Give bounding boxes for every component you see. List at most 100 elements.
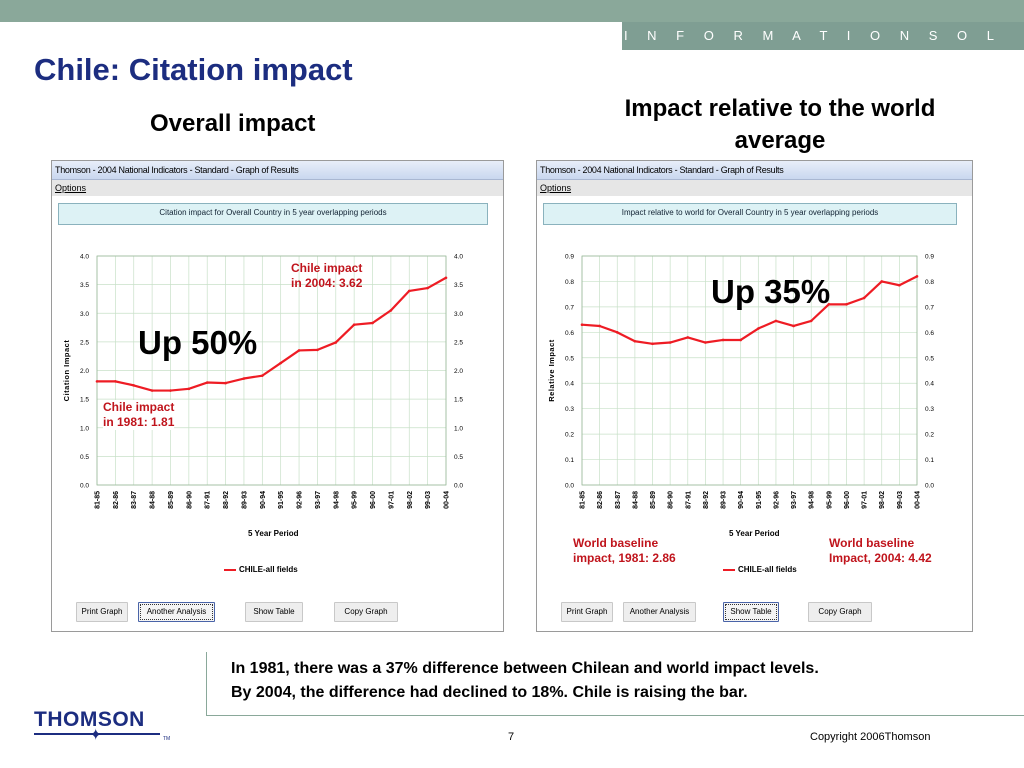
data-point [169, 389, 172, 392]
data-point [188, 388, 191, 391]
data-point [669, 341, 672, 344]
x-tick-label: 99-03 [425, 491, 432, 509]
x-tick-label: 91-95 [278, 491, 285, 509]
x-tick-label: 90-94 [260, 491, 267, 509]
left-subtitle: Overall impact [150, 110, 315, 138]
x-tick-label: 86-90 [186, 491, 193, 509]
x-tick-label: 84-88 [150, 491, 157, 509]
y-tick-label-left: 0.3 [565, 406, 574, 413]
x-tick-label: 87-91 [205, 491, 212, 509]
data-point [371, 322, 374, 325]
left-graph-window: Thomson - 2004 National Indicators - Sta… [51, 160, 504, 632]
y-tick-label-right: 0.6 [925, 330, 934, 337]
summary-divider-horizontal [206, 715, 1024, 716]
data-point [151, 389, 154, 392]
data-point [132, 384, 135, 387]
data-point [916, 275, 919, 278]
y-tick-label-left: 0.1 [565, 457, 574, 464]
y-tick-label-left: 3.5 [80, 282, 89, 289]
data-point [114, 380, 117, 383]
y-tick-label-left: 2.0 [80, 368, 89, 375]
data-point [426, 287, 429, 290]
y-tick-label-right: 0.2 [925, 432, 934, 439]
x-tick-label: 83-87 [615, 491, 622, 509]
annotation-line: World baseline [573, 536, 676, 551]
summary-text: In 1981, there was a 37% difference betw… [231, 657, 991, 705]
y-tick-label-right: 0.0 [925, 483, 934, 490]
up-50-label: Up 50% [138, 324, 257, 362]
y-tick-label-left: 0.2 [565, 432, 574, 439]
citation-impact-chart: 0.0 0.0 0.5 0.5 1.0 1.0 1.5 1.5 2.0 2.0 2.5 2.5 3.0 3… [52, 161, 503, 631]
data-point [390, 309, 393, 312]
chart-legend: CHILE-all fields [224, 565, 298, 574]
x-tick-label: 85-89 [168, 491, 175, 509]
x-tick-label: 90-94 [738, 491, 745, 509]
legend-label: CHILE-all fields [738, 565, 797, 574]
data-point [224, 382, 227, 385]
x-tick-label: 88-92 [703, 491, 710, 509]
data-point [581, 323, 584, 326]
y-tick-label-left: 0.8 [565, 279, 574, 286]
data-point [634, 340, 637, 343]
data-point [880, 280, 883, 283]
another-analysis-button[interactable]: Another Analysis [138, 602, 215, 622]
x-tick-label: 83-87 [131, 491, 138, 509]
data-point [243, 377, 246, 380]
x-axis-title: 5 Year Period [248, 529, 299, 538]
y-tick-label-left: 0.6 [565, 330, 574, 337]
copyright-text: Copyright 2006Thomson [810, 731, 930, 743]
top-band [0, 0, 1024, 22]
x-tick-label: 98-02 [879, 491, 886, 509]
data-point [598, 325, 601, 328]
print-graph-button[interactable]: Print Graph [561, 602, 613, 622]
slide-title: Chile: Citation impact [34, 52, 353, 88]
annotation-line: in 1981: 1.81 [103, 415, 174, 430]
y-tick-label-left: 4.0 [80, 254, 89, 261]
y-tick-label-right: 2.0 [454, 368, 463, 375]
print-graph-button[interactable]: Print Graph [76, 602, 128, 622]
data-point [845, 303, 848, 306]
show-table-button[interactable]: Show Table [723, 602, 779, 622]
data-point [261, 374, 264, 377]
x-tick-label: 94-98 [333, 491, 340, 509]
copy-graph-button[interactable]: Copy Graph [808, 602, 872, 622]
y-tick-label-right: 0.8 [925, 279, 934, 286]
y-tick-label-right: 0.5 [925, 355, 934, 362]
another-analysis-button[interactable]: Another Analysis [623, 602, 696, 622]
y-tick-label-left: 0.9 [565, 254, 574, 261]
y-tick-label-right: 1.5 [454, 397, 463, 404]
y-tick-label-right: 4.0 [454, 254, 463, 261]
show-table-button[interactable]: Show Table [245, 602, 303, 622]
data-point [722, 339, 725, 342]
y-tick-label-left: 1.5 [80, 397, 89, 404]
x-tick-label: 88-92 [223, 491, 230, 509]
x-tick-label: 97-01 [388, 491, 395, 509]
x-tick-label: 96-00 [844, 491, 851, 509]
x-tick-label: 99-03 [897, 491, 904, 509]
x-tick-label: 89-93 [241, 491, 248, 509]
y-tick-label-right: 0.1 [925, 457, 934, 464]
copy-graph-button[interactable]: Copy Graph [334, 602, 398, 622]
y-tick-label-right: 1.0 [454, 425, 463, 432]
data-point [616, 331, 619, 334]
x-tick-label: 00-04 [444, 491, 451, 509]
x-tick-label: 94-98 [809, 491, 816, 509]
x-tick-label: 82-86 [597, 491, 604, 509]
trademark-mark: TM [163, 736, 170, 742]
star-icon: ✦ [89, 725, 102, 745]
annotation-line: impact, 1981: 2.86 [573, 551, 676, 566]
data-point [334, 341, 337, 344]
annotation-chile-2004: Chile impact in 2004: 3.62 [291, 261, 362, 291]
data-point [316, 349, 319, 352]
y-tick-label-left: 0.0 [80, 483, 89, 490]
legend-line-swatch [224, 569, 236, 571]
page-number: 7 [508, 731, 514, 743]
summary-line: By 2004, the difference had declined to … [231, 681, 991, 705]
y-tick-label-left: 0.5 [80, 454, 89, 461]
annotation-line: in 2004: 3.62 [291, 276, 362, 291]
y-axis-title: Citation Impact [62, 340, 71, 402]
annotation-line: World baseline [829, 536, 932, 551]
y-tick-label-right: 0.4 [925, 381, 934, 388]
x-tick-label: 96-00 [370, 491, 377, 509]
annotation-line: Chile impact [103, 400, 174, 415]
